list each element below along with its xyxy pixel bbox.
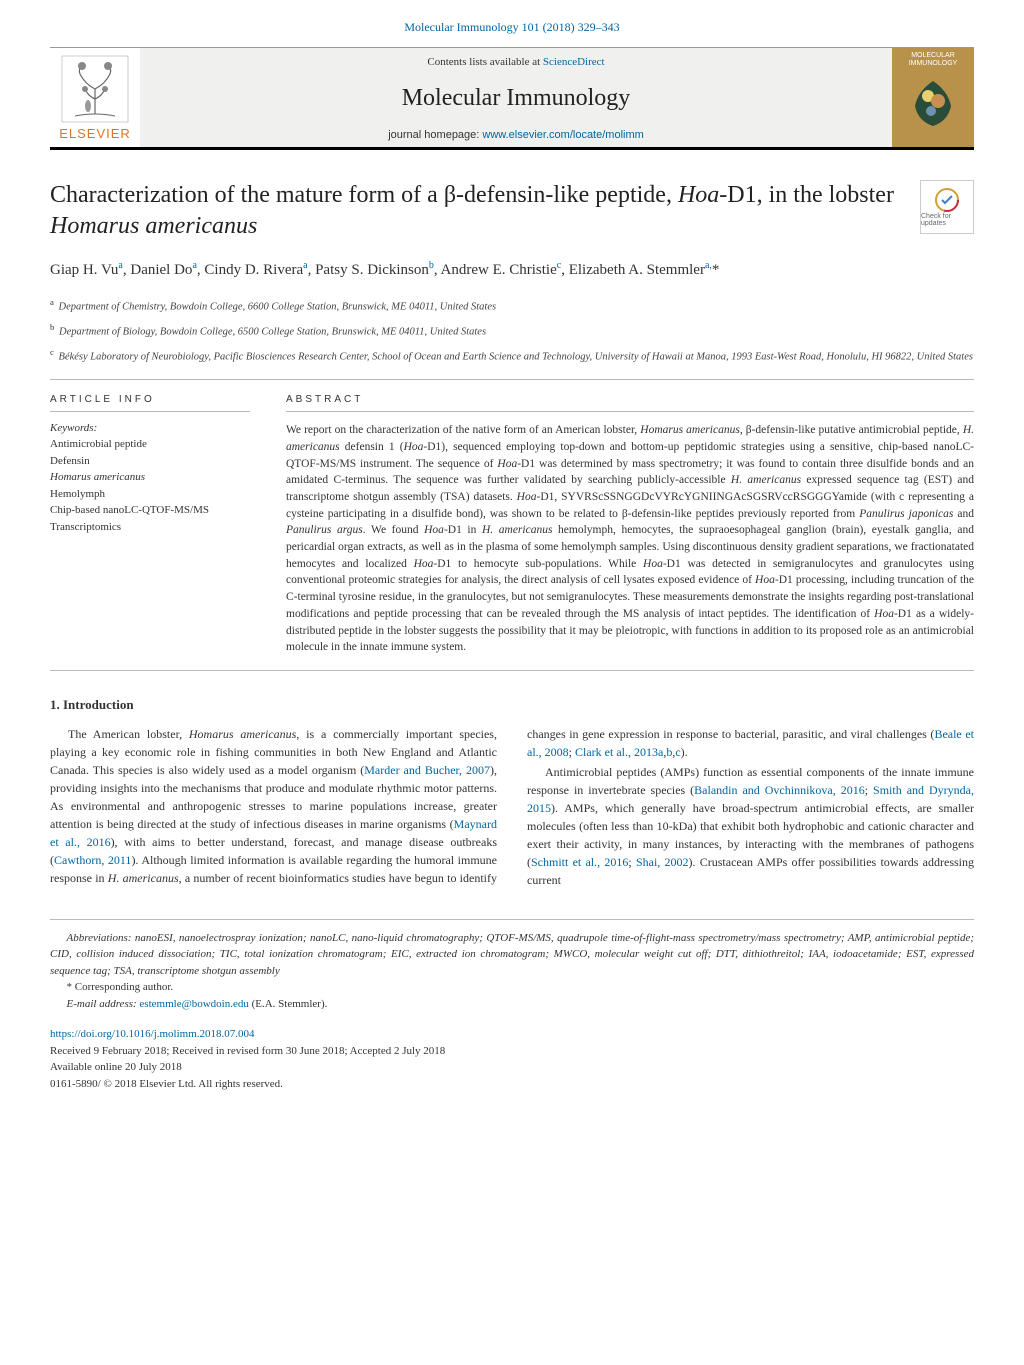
journal-center: Contents lists available at ScienceDirec… — [140, 48, 892, 147]
keyword: Antimicrobial peptide — [50, 436, 250, 453]
affiliation: b Department of Biology, Bowdoin College… — [50, 321, 974, 340]
authors: Giap H. Vua, Daniel Doa, Cindy D. Rivera… — [50, 258, 974, 282]
citation-bar: Molecular Immunology 101 (2018) 329–343 — [50, 20, 974, 35]
received-dates: Received 9 February 2018; Received in re… — [50, 1043, 974, 1060]
keyword: Transcriptomics — [50, 519, 250, 536]
copyright: 0161-5890/ © 2018 Elsevier Ltd. All righ… — [50, 1076, 974, 1093]
abstract-label: ABSTRACT — [286, 394, 974, 412]
homepage-line: journal homepage: www.elsevier.com/locat… — [388, 129, 644, 141]
publisher-name: ELSEVIER — [59, 126, 131, 141]
email-link[interactable]: estemmle@bowdoin.edu — [139, 998, 248, 1010]
keyword: Homarus americanus — [50, 469, 250, 486]
article-info: ARTICLE INFO Keywords: Antimicrobial pep… — [50, 394, 250, 655]
keyword: Defensin — [50, 453, 250, 470]
corresponding-author: * Corresponding author. — [50, 979, 974, 996]
journal-name: Molecular Immunology — [402, 85, 631, 112]
footer-notes: Abbreviations: nanoESI, nanoelectrospray… — [50, 919, 974, 1013]
intro-p2: Antimicrobial peptides (AMPs) function a… — [527, 763, 974, 889]
journal-header: ELSEVIER Contents lists available at Sci… — [50, 47, 974, 150]
email-line: E-mail address: estemmle@bowdoin.edu (E.… — [50, 996, 974, 1013]
abstract-text: We report on the characterization of the… — [286, 422, 974, 655]
elsevier-tree-icon — [60, 54, 130, 124]
keyword: Chip-based nanoLC-QTOF-MS/MS — [50, 502, 250, 519]
contents-line: Contents lists available at ScienceDirec… — [427, 56, 604, 68]
keyword: Hemolymph — [50, 486, 250, 503]
homepage-url[interactable]: www.elsevier.com/locate/molimm — [482, 129, 643, 141]
article-info-label: ARTICLE INFO — [50, 394, 250, 412]
intro-body: The American lobster, Homarus americanus… — [50, 725, 974, 889]
affiliation: c Békésy Laboratory of Neurobiology, Pac… — [50, 346, 974, 365]
introduction-section: 1. Introduction The American lobster, Ho… — [50, 697, 974, 889]
publisher-logo: ELSEVIER — [50, 48, 140, 147]
available-date: Available online 20 July 2018 — [50, 1059, 974, 1076]
check-updates-badge[interactable]: Check for updates — [920, 180, 974, 234]
keywords-list: Antimicrobial peptideDefensinHomarus ame… — [50, 436, 250, 535]
affiliation: a Department of Chemistry, Bowdoin Colle… — [50, 296, 974, 315]
doi-block: https://doi.org/10.1016/j.molimm.2018.07… — [50, 1026, 974, 1092]
divider — [50, 670, 974, 671]
crossmark-icon — [934, 187, 960, 213]
abbreviations: Abbreviations: nanoESI, nanoelectrospray… — [50, 930, 974, 980]
divider — [50, 379, 974, 380]
affiliations: a Department of Chemistry, Bowdoin Colle… — [50, 296, 974, 366]
sciencedirect-link[interactable]: ScienceDirect — [543, 56, 605, 68]
journal-cover-thumb: MOLECULAR IMMUNOLOGY — [892, 48, 974, 147]
intro-heading: 1. Introduction — [50, 697, 974, 713]
doi-link[interactable]: https://doi.org/10.1016/j.molimm.2018.07… — [50, 1026, 974, 1043]
abstract-column: ABSTRACT We report on the characterizati… — [286, 394, 974, 655]
article-title: Characterization of the mature form of a… — [50, 180, 900, 242]
citation-link[interactable]: Molecular Immunology 101 (2018) 329–343 — [404, 20, 619, 34]
keywords-label: Keywords: — [50, 422, 250, 434]
